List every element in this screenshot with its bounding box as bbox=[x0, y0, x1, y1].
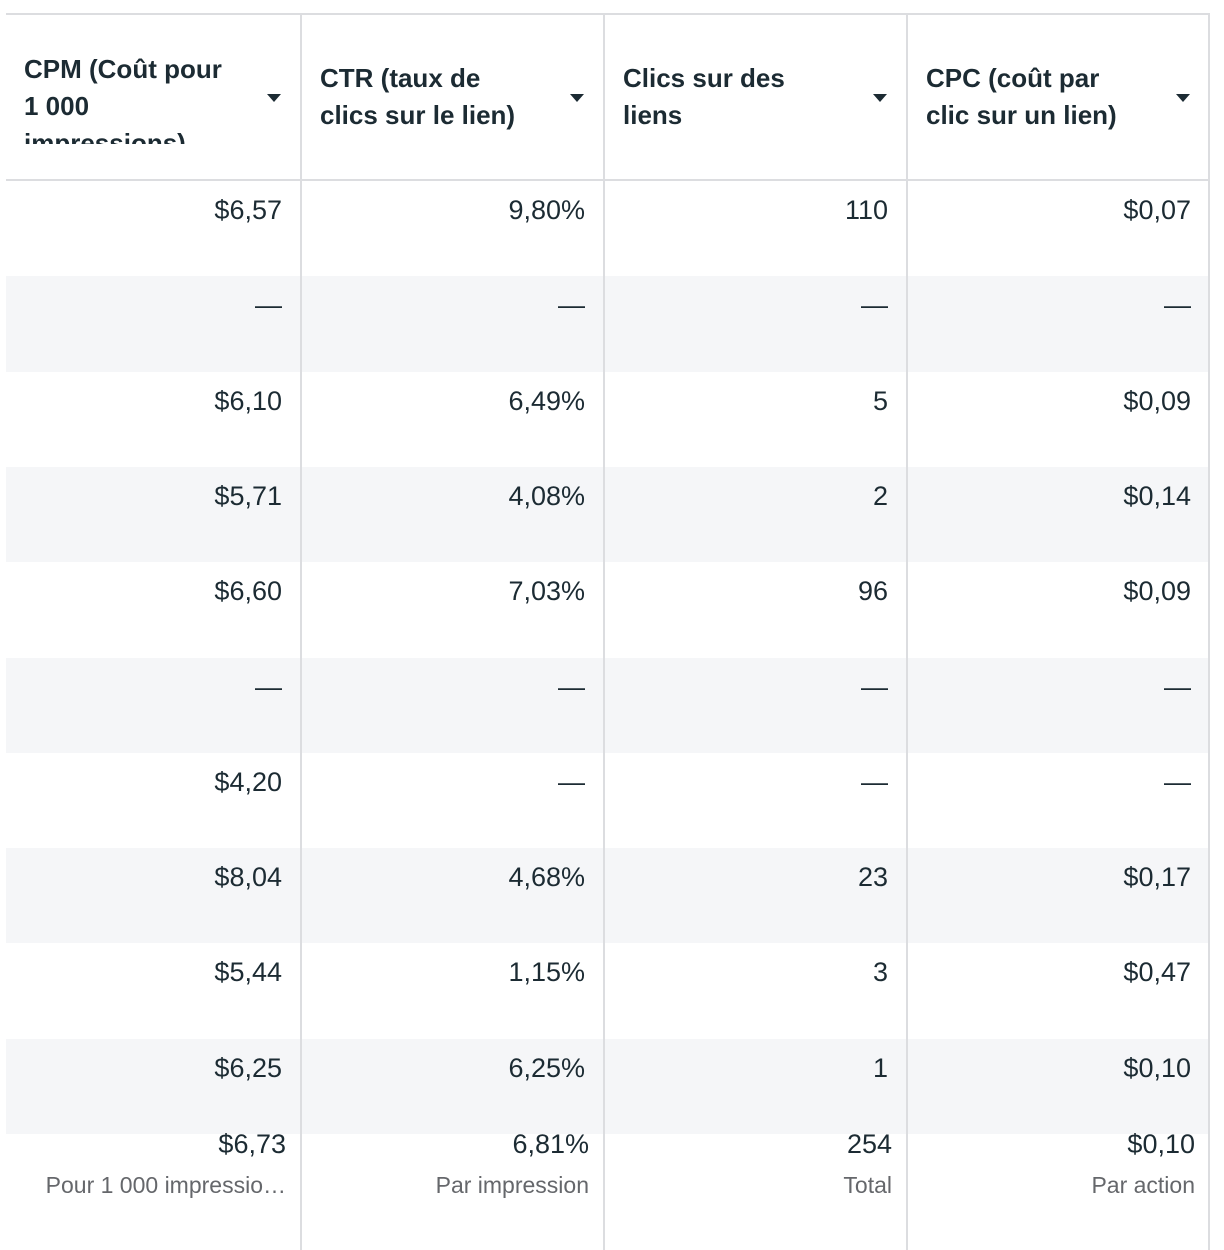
footer-value: $0,10 bbox=[1127, 1129, 1195, 1159]
row-stripe bbox=[6, 466, 1208, 563]
cell-value: 5 bbox=[872, 385, 888, 416]
caret-shape bbox=[873, 94, 887, 102]
cell-value: $0,14 bbox=[1123, 480, 1191, 511]
footer-cell: $6,73 Pour 1 000 impressio… bbox=[6, 1111, 300, 1250]
cell-value: — bbox=[1164, 766, 1191, 797]
sort-caret[interactable] bbox=[266, 93, 282, 103]
cell-value: $5,71 bbox=[214, 480, 282, 511]
cell-value: — bbox=[861, 766, 888, 797]
cell-value: $6,60 bbox=[214, 576, 282, 607]
cell-value: 9,80% bbox=[508, 195, 585, 225]
sort-caret[interactable] bbox=[872, 93, 888, 103]
row-stripe bbox=[6, 1038, 1208, 1134]
cell-value: 3 bbox=[872, 957, 888, 988]
cell-value: 2 bbox=[872, 480, 888, 511]
cell-value: — bbox=[255, 671, 282, 702]
cell-value: 23 bbox=[857, 862, 888, 893]
cell-value: — bbox=[1164, 290, 1191, 321]
header-text: CTR (taux de clics sur le lien) bbox=[320, 63, 516, 130]
cell-value: $0,17 bbox=[1123, 862, 1191, 893]
footer-cell: 6,81% Par impression bbox=[302, 1111, 603, 1250]
footer-label: Pour 1 000 impressio… bbox=[45, 1172, 286, 1198]
row-stripe bbox=[6, 276, 1208, 372]
cell-value: 4,08% bbox=[508, 480, 585, 511]
caret-shape bbox=[267, 94, 281, 102]
footer-cell: $0,10 Par action bbox=[908, 1111, 1209, 1250]
cell-value: $8,04 bbox=[214, 862, 282, 893]
cell-value: 6,49% bbox=[508, 385, 585, 416]
sort-caret[interactable] bbox=[1175, 93, 1191, 103]
cell-value: — bbox=[558, 766, 585, 797]
footer-value: 6,81% bbox=[512, 1129, 589, 1159]
column-header[interactable]: CPM (Coût pour 1 000 impressions) bbox=[6, 15, 300, 179]
cell-value: 4,68% bbox=[508, 862, 585, 893]
footer-label: Par action bbox=[1091, 1172, 1195, 1198]
cell-value: 96 bbox=[857, 576, 888, 607]
cell-value: — bbox=[861, 671, 888, 702]
caret-shape bbox=[1176, 94, 1190, 102]
column-header[interactable]: Clics sur des liens bbox=[605, 15, 906, 179]
cell-value: $5,44 bbox=[214, 957, 282, 988]
footer-label: Par impression bbox=[435, 1172, 589, 1198]
header-text: CPC (coût par clic sur un lien) bbox=[926, 63, 1117, 130]
cell-value: — bbox=[558, 290, 585, 321]
column-divider bbox=[603, 14, 605, 1250]
column-header[interactable]: CPC (coût par clic sur un lien) bbox=[908, 15, 1209, 179]
cell-value: 6,25% bbox=[508, 1052, 585, 1083]
cell-value: — bbox=[255, 290, 282, 321]
cell-value: 1 bbox=[872, 1052, 888, 1083]
cell-value: $0,07 bbox=[1123, 195, 1191, 225]
cell-value: 7,03% bbox=[508, 576, 585, 607]
cell-value: — bbox=[1164, 671, 1191, 702]
row-stripe bbox=[6, 848, 1208, 944]
row-stripe bbox=[6, 657, 1208, 753]
cell-value: $6,25 bbox=[214, 1052, 282, 1083]
sort-caret[interactable] bbox=[569, 93, 585, 103]
footer-value: 254 bbox=[846, 1129, 892, 1159]
footer-cell: 254 Total bbox=[605, 1111, 906, 1250]
cell-value: 1,15% bbox=[508, 957, 585, 988]
footer-label: Total bbox=[843, 1172, 892, 1198]
cell-value: $4,20 bbox=[214, 766, 282, 797]
cell-value: $6,57 bbox=[214, 195, 282, 225]
cell-value: $6,10 bbox=[214, 385, 282, 416]
caret-shape bbox=[570, 94, 584, 102]
column-divider bbox=[906, 14, 908, 1250]
cell-value: $0,09 bbox=[1123, 385, 1191, 416]
cell-value: $0,47 bbox=[1123, 957, 1191, 988]
cell-value: — bbox=[558, 671, 585, 702]
column-header[interactable]: CTR (taux de clics sur le lien) bbox=[302, 15, 603, 179]
top-border bbox=[6, 13, 1210, 15]
header-text: Clics sur des liens bbox=[623, 63, 785, 130]
cell-value: 110 bbox=[844, 195, 888, 225]
cell-value: $0,10 bbox=[1123, 1052, 1191, 1083]
column-divider bbox=[1208, 14, 1210, 1250]
header-text: CPM (Coût pour 1 000 impressions) bbox=[24, 53, 222, 144]
cell-value: — bbox=[861, 290, 888, 321]
cell-value: $0,09 bbox=[1123, 576, 1191, 607]
header-border bbox=[6, 179, 1210, 181]
footer-value: $6,73 bbox=[218, 1129, 286, 1159]
column-divider bbox=[300, 14, 302, 1250]
